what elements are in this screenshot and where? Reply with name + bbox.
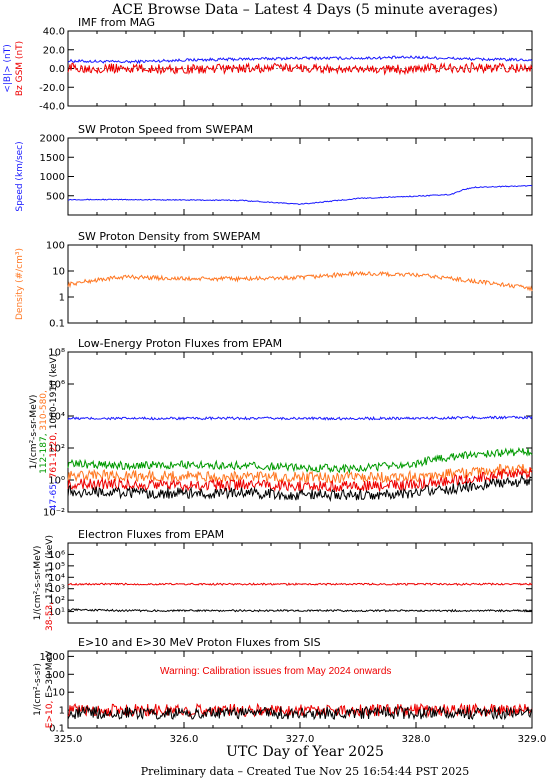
panel-title: Low-Energy Proton Fluxes from EPAM <box>78 337 282 350</box>
y-tick-label: -20.0 <box>39 83 65 94</box>
panel-title: Electron Fluxes from EPAM <box>78 528 224 541</box>
y-axis-label-part: Bz GSM (nT) <box>15 41 25 96</box>
y-axis-label: E>10, E>30 MeV <box>45 650 55 728</box>
y-tick-label: 10³ <box>48 584 65 595</box>
panel-1: IMF from MAG 40.0 20.0 0.0 -20.0 -40.0 <|B|> (… <box>3 16 533 113</box>
panel-title: IMF from MAG <box>78 16 155 29</box>
y-axis-label-part: 1/(cm²-s-sr) <box>33 663 43 716</box>
y-axis-label-part: 1/(cm²-s-sr-MeV) <box>33 546 43 621</box>
series-line <box>67 582 533 586</box>
y-tick-label: 10⁰ <box>48 476 65 487</box>
x-tick-labels: 325.0 326.0 327.0 328.0 329.0 <box>54 734 547 745</box>
y-axis-label-part: 38-53, <box>45 599 55 631</box>
y-axis-label-part: 112-187, <box>39 431 49 474</box>
series-line <box>67 446 533 475</box>
y-tick-label: 40.0 <box>43 27 65 38</box>
series-line <box>67 608 533 613</box>
panel-title: E>10 and E>30 MeV Proton Fluxes from SIS <box>78 636 321 649</box>
y-axis-label-part: Density (#/cm³) <box>15 248 25 320</box>
x-tick-label: 327.0 <box>286 734 315 745</box>
y-axis-label: 1/(cm²-s-sr) <box>33 663 43 716</box>
footer-text: Preliminary data – Created Tue Nov 25 16… <box>141 765 470 778</box>
y-tick-label: 20.0 <box>43 45 65 56</box>
series-line <box>67 705 533 721</box>
y-tick-label: 100 <box>46 241 65 252</box>
y-axis-label-part: E>10, <box>45 698 55 728</box>
y-tick-label: 10² <box>48 444 65 455</box>
y-axis-label: 1/(cm²-s-sr-MeV) <box>33 546 43 621</box>
series-line <box>67 55 533 65</box>
series-line <box>67 467 533 493</box>
y-axis-label: <|B|> (nT) <box>3 44 13 92</box>
panel-2: SW Proton Speed from SWEPAM 2000 1500 1000 5… <box>15 123 533 216</box>
y-tick-label: 10 <box>52 688 65 699</box>
y-axis-label-part: Speed (km/sec) <box>15 141 25 211</box>
panels: IMF from MAG 40.0 20.0 0.0 -20.0 -40.0 <|B|> (… <box>3 16 533 735</box>
x-axis-label: UTC Day of Year 2025 <box>226 744 384 760</box>
y-tick-label: 0.0 <box>49 64 65 75</box>
y-axis-label-part: 1/(cm²-s-sr-MeV) <box>29 395 39 470</box>
y-tick-label: 0.1 <box>49 319 65 330</box>
y-axis-label-part: <|B|> (nT) <box>3 44 13 92</box>
y-tick-label: 10⁴ <box>48 412 65 423</box>
y-axis-label: 38-53, 175-315 (keV) <box>45 535 55 631</box>
x-tick-label: 329.0 <box>518 734 547 745</box>
y-tick-label: 10¹ <box>48 607 65 618</box>
series-line <box>67 270 533 292</box>
y-tick-label: 1000 <box>40 172 65 183</box>
y-axis-label-part: 761-1220, <box>49 429 59 478</box>
y-axis-label: Speed (km/sec) <box>15 141 25 211</box>
series-line <box>67 702 533 719</box>
x-tick-label: 326.0 <box>170 734 199 745</box>
y-axis-label: 47-65, 761-1220, 1060-1910 (keV) <box>49 354 59 510</box>
y-tick-label: -40.0 <box>39 102 65 113</box>
y-axis-label-part: 1060-1910 (keV) <box>49 354 59 430</box>
chart-title: ACE Browse Data – Latest 4 Days (5 minut… <box>111 2 498 18</box>
y-tick-label: 10² <box>48 596 65 607</box>
y-tick-label: 1000 <box>40 652 65 663</box>
y-axis-label: Bz GSM (nT) <box>15 41 25 96</box>
y-axis-label-part: 310-580, <box>39 390 49 430</box>
y-tick-label: 100 <box>46 670 65 681</box>
panel-3: SW Proton Density from SWEPAM 100 10 1 0.1 De… <box>15 230 533 330</box>
y-tick-label: 10⁶ <box>48 550 65 561</box>
plot-frame <box>67 137 533 216</box>
y-axis-label-part: 47-65, <box>49 478 59 510</box>
panel-title: SW Proton Density from SWEPAM <box>78 230 260 243</box>
y-tick-label: 1500 <box>40 153 65 164</box>
y-tick-label: 10⁵ <box>48 561 65 572</box>
series-line <box>67 185 533 206</box>
panel-6: E>10 and E>30 MeV Proton Fluxes from SIS… <box>33 636 533 735</box>
panel-5: Electron Fluxes from EPAM 10⁶10⁵10⁴10³10²… <box>33 528 533 631</box>
y-tick-label: 1 <box>59 293 65 304</box>
x-tick-label: 325.0 <box>54 734 83 745</box>
y-tick-label: 10⁸ <box>48 348 65 359</box>
series-line <box>67 415 533 421</box>
y-axis-label-part: 175-315 (keV) <box>45 535 55 599</box>
panel-4: Low-Energy Proton Fluxes from EPAM 10⁸ 10⁶… <box>29 337 533 519</box>
annotation: Warning: Calibration issues from May 202… <box>160 666 391 677</box>
y-tick-label: 500 <box>46 191 65 202</box>
y-tick-label: 10 <box>52 267 65 278</box>
series-line <box>67 474 533 503</box>
y-tick-label: 10⁻² <box>43 508 65 519</box>
y-tick-label: 2000 <box>40 134 65 145</box>
y-axis-label: 1/(cm²-s-sr-MeV) <box>29 395 39 470</box>
panel-title: SW Proton Speed from SWEPAM <box>78 123 253 136</box>
y-tick-label: 10⁴ <box>48 573 65 584</box>
y-tick-label: 1 <box>59 706 65 717</box>
y-axis-label: 112-187, 310-580, <box>39 390 49 474</box>
y-tick-label: 10⁶ <box>48 380 65 391</box>
x-tick-label: 328.0 <box>402 734 431 745</box>
series-line <box>67 62 533 76</box>
y-tick-label: 0.1 <box>49 724 65 735</box>
y-axis-label: Density (#/cm³) <box>15 248 25 320</box>
plot-frame <box>67 244 533 324</box>
y-axis-label-part: E>30 MeV <box>45 650 55 698</box>
